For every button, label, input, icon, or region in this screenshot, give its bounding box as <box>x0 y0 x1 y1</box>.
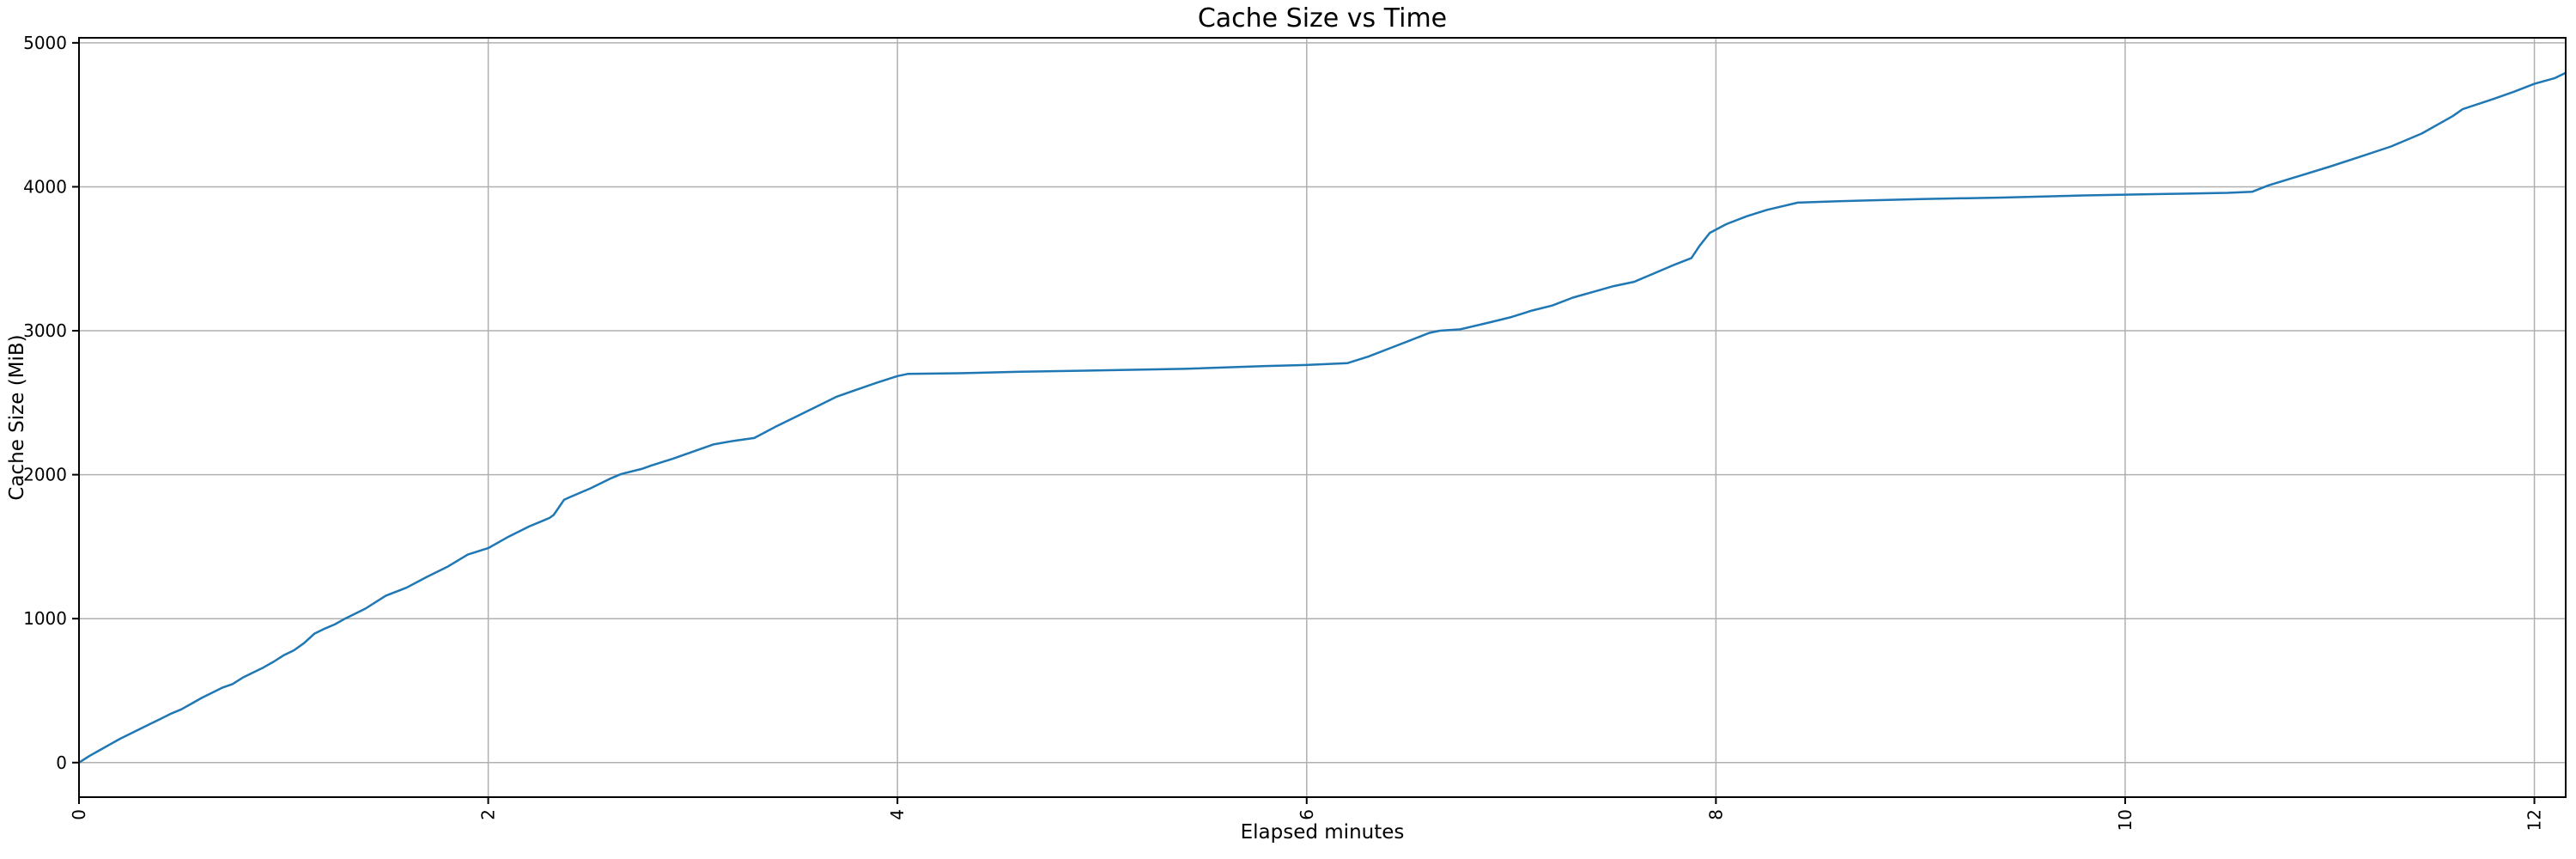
x-tick-labels: 0 2 4 6 8 10 12 <box>69 809 2545 831</box>
y-tick-labels: 0 1000 2000 3000 4000 5000 <box>23 33 67 773</box>
tick-marks <box>72 41 2536 804</box>
plot-border <box>78 37 2567 798</box>
gridlines <box>78 38 2566 797</box>
svg-text:2000: 2000 <box>23 465 67 485</box>
svg-text:3000: 3000 <box>23 320 67 341</box>
svg-text:4: 4 <box>887 809 908 820</box>
chart-title: Cache Size vs Time <box>1197 3 1448 34</box>
svg-text:4000: 4000 <box>23 176 67 197</box>
svg-text:8: 8 <box>1705 809 1726 820</box>
svg-text:5000: 5000 <box>23 33 67 53</box>
svg-text:10: 10 <box>2115 809 2136 831</box>
y-axis-label: Cache Size (MiB) <box>6 334 28 501</box>
svg-text:12: 12 <box>2524 809 2545 831</box>
x-axis-label: Elapsed minutes <box>1240 821 1405 844</box>
data-line-cache-size <box>77 71 2567 765</box>
svg-text:0: 0 <box>56 752 67 773</box>
svg-text:6: 6 <box>1297 809 1317 820</box>
svg-text:1000: 1000 <box>23 608 67 629</box>
svg-text:0: 0 <box>69 809 89 820</box>
svg-text:2: 2 <box>478 809 499 820</box>
